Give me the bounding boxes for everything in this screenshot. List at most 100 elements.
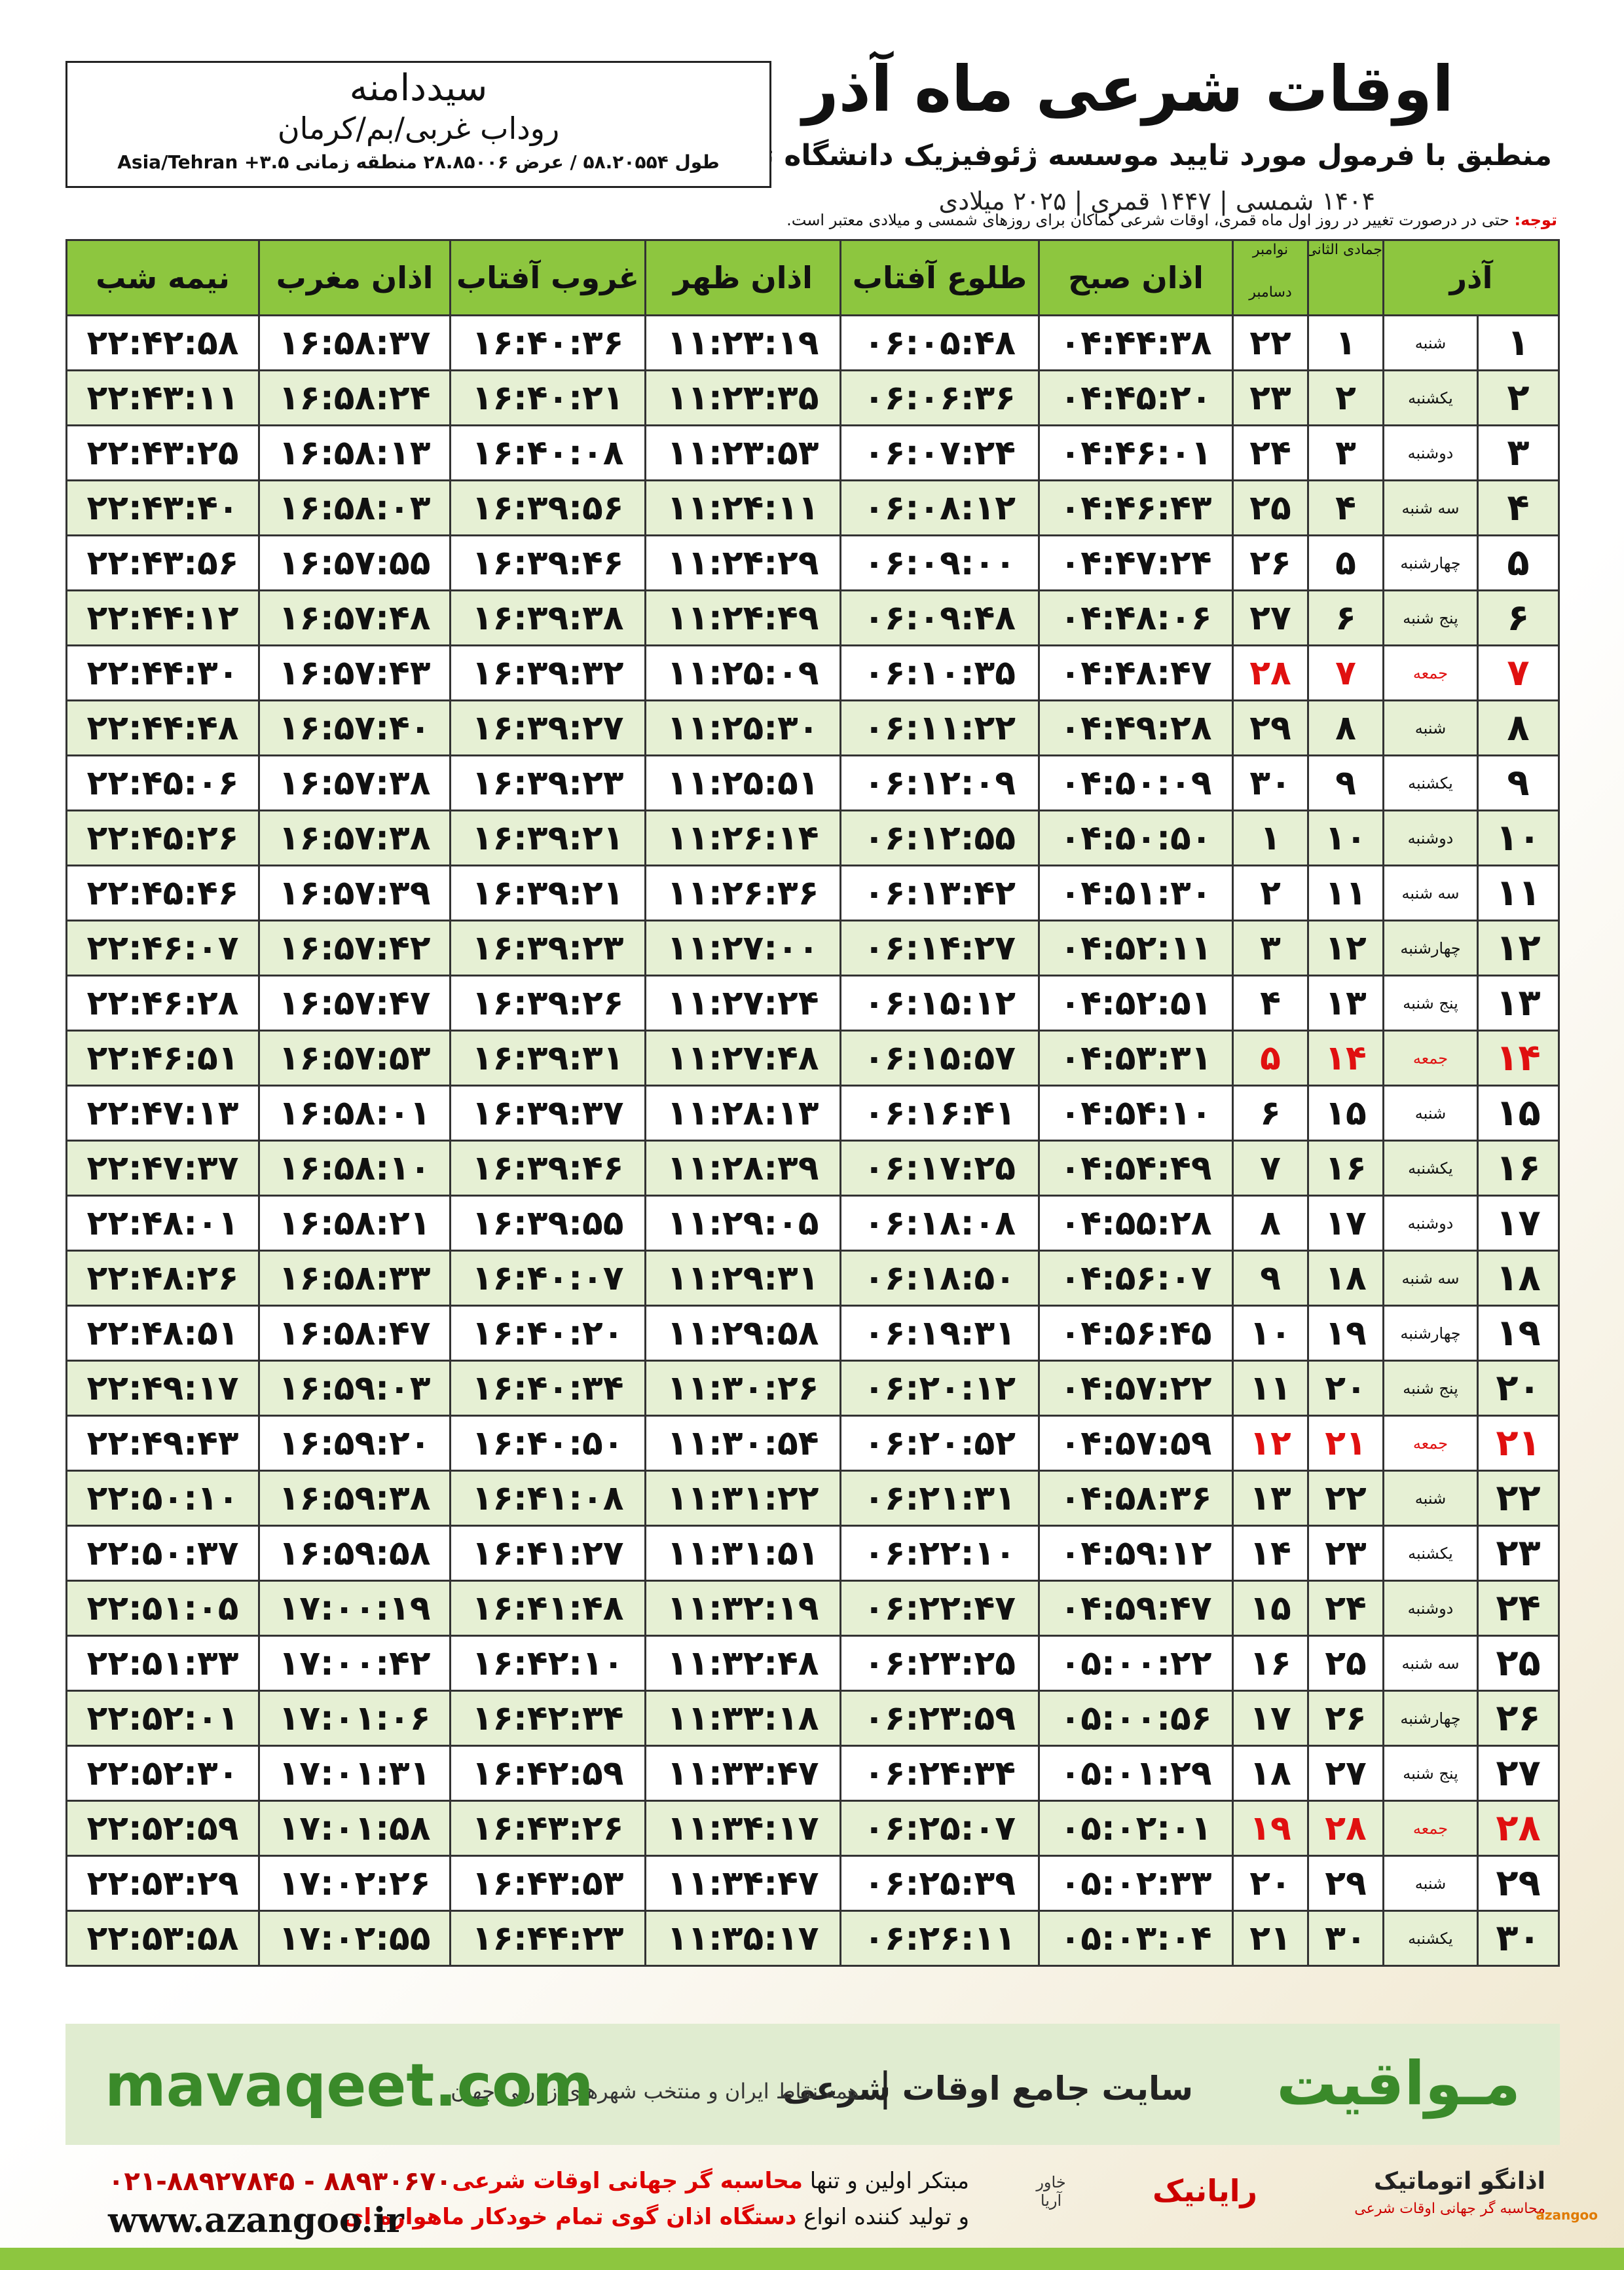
table-row: ۲ یکشنبه ۲ ۲۳ ۰۴:۴۵:۲۰ ۰۶:۰۶:۳۶ ۱۱:۲۳:۳۵ ۱۶:۴۰:…: [65, 369, 1560, 426]
time-cell: ۰۴:۴۴:۳۸: [1038, 314, 1234, 371]
time-cell: ۱۱:۲۵:۵۱: [644, 754, 841, 811]
weekday-cell: یکشنبه: [1382, 754, 1479, 811]
separator: |: [878, 2064, 892, 2110]
table-row: ۱۶ یکشنبه ۱۶ ۷ ۰۴:۵۴:۴۹ ۰۶:۱۷:۲۵ ۱۱:۲۸:۳۹ ۱۶:۳۹…: [65, 1140, 1560, 1197]
website[interactable]: www.azangoo.ir: [108, 2201, 404, 2241]
time-cell: ۱۶:۴۱:۴۸: [449, 1580, 646, 1637]
day-cell: ۲: [1477, 369, 1560, 426]
time-cell: ۱۶:۵۸:۰۱: [258, 1085, 451, 1142]
date-cell: ۲۵: [1232, 479, 1309, 536]
date-cell: ۵: [1232, 1030, 1309, 1087]
date-cell: ۲۶: [1307, 1690, 1384, 1747]
logo-sub: محاسبه گر جهانی اوقات شرعی: [1354, 2201, 1545, 2217]
time-cell: ۰۶:۲۶:۱۱: [840, 1910, 1040, 1967]
day-cell: ۳۰: [1477, 1910, 1560, 1967]
time-cell: ۱۶:۳۹:۵۵: [449, 1195, 646, 1252]
text: و تولید کننده انواع: [803, 2204, 969, 2230]
weekday-cell: پنج شنبه: [1382, 589, 1479, 646]
time-cell: ۱۶:۵۷:۴۷: [258, 975, 451, 1032]
time-cell: ۰۴:۵۰:۵۰: [1038, 809, 1234, 866]
date-cell: ۳: [1307, 424, 1384, 481]
date-cell: ۱۹: [1232, 1800, 1309, 1857]
date-cell: ۱۸: [1232, 1745, 1309, 1802]
time-cell: ۰۶:۲۴:۳۴: [840, 1745, 1040, 1802]
time-cell: ۱۶:۳۹:۲۱: [449, 809, 646, 866]
time-cell: ۰۶:۱۱:۲۲: [840, 699, 1040, 756]
time-cell: ۱۶:۵۷:۴۰: [258, 699, 451, 756]
time-cell: ۰۶:۱۷:۲۵: [840, 1140, 1040, 1197]
dates: ۱۴۰۴ شمسی | ۱۴۴۷ قمری | ۲۰۲۵ میلادی: [938, 187, 1375, 215]
weekday-cell: شنبه: [1382, 314, 1479, 371]
date-cell: ۱۳: [1232, 1470, 1309, 1527]
day-cell: ۶: [1477, 589, 1560, 646]
time-cell: ۱۶:۴۱:۲۷: [449, 1525, 646, 1582]
date-cell: ۱۵: [1232, 1580, 1309, 1637]
text: مبتکر اولین و تنها: [809, 2168, 969, 2194]
time-cell: ۰۶:۲۲:۱۰: [840, 1525, 1040, 1582]
time-cell: ۰۶:۱۰:۳۵: [840, 644, 1040, 701]
date-cell: ۱۷: [1307, 1195, 1384, 1252]
day-cell: ۲۶: [1477, 1690, 1560, 1747]
table-row: ۴ سه شنبه ۴ ۲۵ ۰۴:۴۶:۴۳ ۰۶:۰۸:۱۲ ۱۱:۲۴:۱۱ ۱۶:۳۹…: [65, 479, 1560, 536]
time-cell: ۰۶:۰۹:۴۸: [840, 589, 1040, 646]
time-cell: ۲۲:۵۱:۰۵: [65, 1580, 260, 1637]
time-cell: ۰۴:۵۹:۴۷: [1038, 1580, 1234, 1637]
date-cell: ۲۸: [1232, 644, 1309, 701]
time-cell: ۰۶:۲۰:۱۲: [840, 1360, 1040, 1417]
date-cell: ۳۰: [1232, 754, 1309, 811]
time-cell: ۱۷:۰۰:۱۹: [258, 1580, 451, 1637]
date-cell: ۱: [1232, 809, 1309, 866]
date-cell: ۴: [1307, 479, 1384, 536]
date-cell: ۱۰: [1232, 1305, 1309, 1362]
prayer-table: آذر جمادی الثانی نوامبر دسامبر اذان صبح ط…: [65, 239, 1560, 1967]
day-cell: ۲۱: [1477, 1415, 1560, 1472]
time-cell: ۲۲:۴۴:۱۲: [65, 589, 260, 646]
weekday-cell: جمعه: [1382, 644, 1479, 701]
time-cell: ۲۲:۴۳:۲۵: [65, 424, 260, 481]
header-cell: اذان صبح: [1038, 239, 1234, 316]
table-row: ۱۹ چهارشنبه ۱۹ ۱۰ ۰۴:۵۶:۴۵ ۰۶:۱۹:۳۱ ۱۱:۲۹:۵۸ ۱۶…: [65, 1305, 1560, 1362]
time-cell: ۱۶:۳۹:۵۶: [449, 479, 646, 536]
time-cell: ۰۵:۰۰:۵۶: [1038, 1690, 1234, 1747]
day-cell: ۲۹: [1477, 1855, 1560, 1912]
day-cell: ۱۱: [1477, 865, 1560, 921]
time-cell: ۱۱:۳۱:۲۲: [644, 1470, 841, 1527]
site-url[interactable]: mavaqeet.com: [105, 2051, 594, 2120]
time-cell: ۰۴:۵۴:۱۰: [1038, 1085, 1234, 1142]
weekday-cell: سه شنبه: [1382, 479, 1479, 536]
time-cell: ۱۶:۵۷:۳۸: [258, 809, 451, 866]
date-cell: ۲۹: [1307, 1855, 1384, 1912]
table-row: ۵ چهارشنبه ۵ ۲۶ ۰۴:۴۷:۲۴ ۰۶:۰۹:۰۰ ۱۱:۲۴:۲۹ ۱۶:۳…: [65, 534, 1560, 591]
weekday-cell: یکشنبه: [1382, 1525, 1479, 1582]
date-cell: ۷: [1307, 644, 1384, 701]
day-cell: ۲۵: [1477, 1635, 1560, 1692]
phones: ۰۲۱-۸۸۹۲۷۸۴۵ - ۸۸۹۳۰۶۷۰: [108, 2167, 452, 2197]
time-cell: ۱۶:۴۴:۲۳: [449, 1910, 646, 1967]
time-cell: ۰۴:۵۸:۳۶: [1038, 1470, 1234, 1527]
logo-sub: خاور آریا: [1036, 2173, 1066, 2210]
weekday-cell: شنبه: [1382, 699, 1479, 756]
time-cell: ۰۶:۲۵:۰۷: [840, 1800, 1040, 1857]
time-cell: ۱۱:۲۷:۴۸: [644, 1030, 841, 1087]
day-cell: ۲۳: [1477, 1525, 1560, 1582]
time-cell: ۱۷:۰۰:۴۲: [258, 1635, 451, 1692]
table-row: ۱۸ سه شنبه ۱۸ ۹ ۰۴:۵۶:۰۷ ۰۶:۱۸:۵۰ ۱۱:۲۹:۳۱ ۱۶:۴…: [65, 1250, 1560, 1307]
time-cell: ۱۶:۴۰:۰۷: [449, 1250, 646, 1307]
date-cell: ۳۰: [1307, 1910, 1384, 1967]
date-cell: ۲۹: [1232, 699, 1309, 756]
weekday-cell: یکشنبه: [1382, 369, 1479, 426]
time-cell: ۱۱:۳۲:۱۹: [644, 1580, 841, 1637]
table-row: ۱۷ دوشنبه ۱۷ ۸ ۰۴:۵۵:۲۸ ۰۶:۱۸:۰۸ ۱۱:۲۹:۰۵ ۱۶:۳۹…: [65, 1195, 1560, 1252]
time-cell: ۲۲:۴۳:۵۶: [65, 534, 260, 591]
date-cell: ۱۱: [1232, 1360, 1309, 1417]
date-cell: ۲۴: [1232, 424, 1309, 481]
date-cell: ۲: [1307, 369, 1384, 426]
time-cell: ۰۶:۱۳:۴۲: [840, 865, 1040, 921]
time-cell: ۱۱:۳۵:۱۷: [644, 1910, 841, 1967]
title: اوقات شرعی ماه آذر: [802, 52, 1454, 126]
time-cell: ۱۶:۵۹:۰۳: [258, 1360, 451, 1417]
time-cell: ۱۶:۳۹:۲۱: [449, 865, 646, 921]
time-cell: ۰۴:۴۸:۴۷: [1038, 644, 1234, 701]
subtitle: منطبق با فرمول مورد تایید موسسه ژئوفیزیک…: [692, 139, 1552, 172]
